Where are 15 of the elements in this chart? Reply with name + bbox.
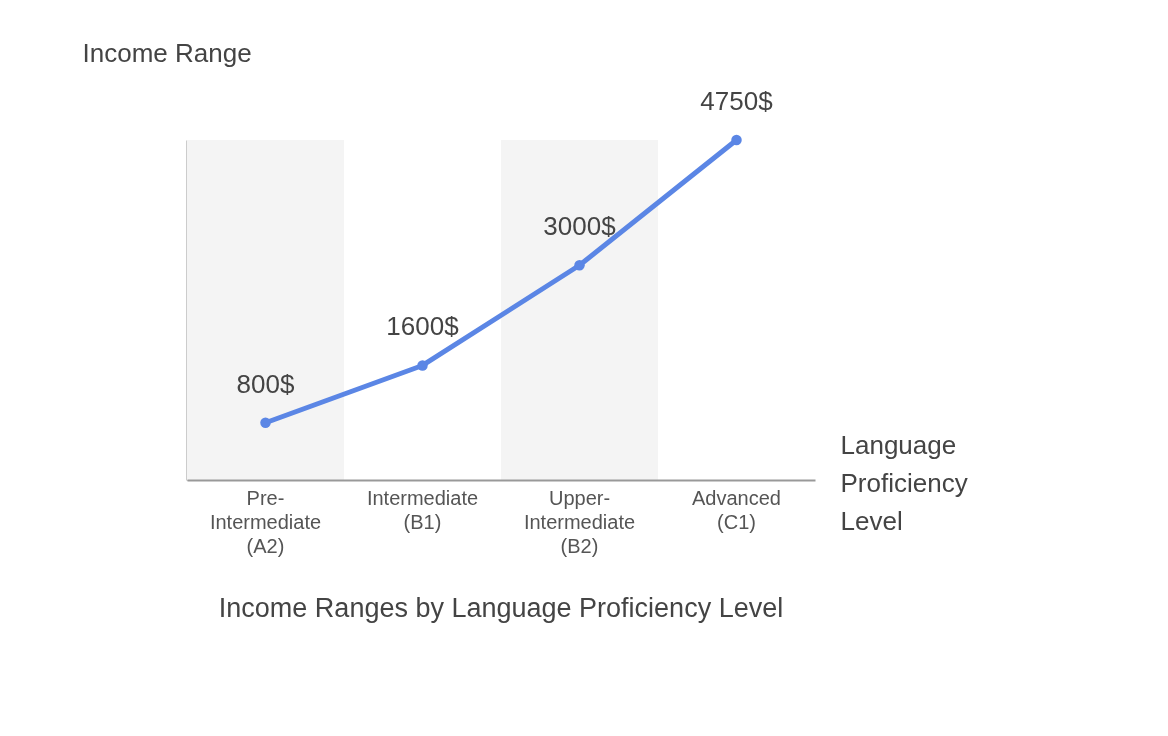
data-label: 800$ — [236, 368, 295, 399]
data-label: 1600$ — [386, 311, 460, 342]
x-tick-label: Advanced (C1) — [692, 486, 781, 533]
point — [417, 360, 428, 371]
data-label: 3000$ — [543, 211, 617, 242]
point — [731, 134, 742, 146]
y-axis-title: Income Range — [82, 37, 252, 68]
x-tick-label: Intermediate (B1) — [366, 486, 479, 533]
data-label: 4750$ — [700, 86, 774, 116]
x-axis-title: Language Proficiency Level — [840, 429, 968, 536]
x-tick-label: Pre-Intermediate (A2) — [209, 486, 322, 557]
x-tick-label: Upper-Intermediate (B2) — [523, 486, 636, 557]
text: Income Ranges by Language Proficiency Level — [218, 593, 784, 623]
point — [260, 417, 271, 428]
point — [574, 260, 585, 271]
